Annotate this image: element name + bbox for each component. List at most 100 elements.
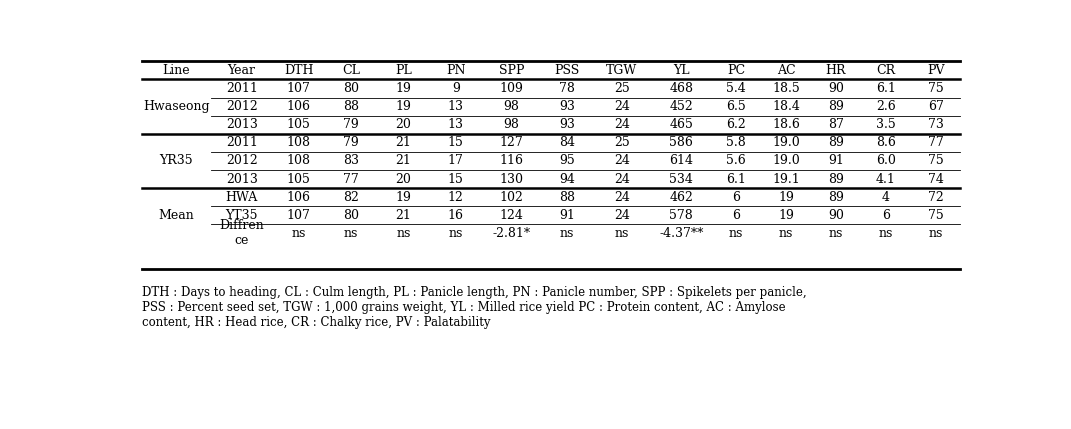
Text: 20: 20 <box>395 118 411 131</box>
Text: 77: 77 <box>343 172 359 185</box>
Text: 21: 21 <box>395 136 411 149</box>
Text: 84: 84 <box>559 136 575 149</box>
Text: ns: ns <box>729 227 743 240</box>
Text: PC: PC <box>727 64 745 77</box>
Text: 2013: 2013 <box>226 118 257 131</box>
Text: 4.1: 4.1 <box>876 172 896 185</box>
Text: 6: 6 <box>733 190 740 204</box>
Text: ns: ns <box>449 227 463 240</box>
Text: 6.1: 6.1 <box>876 82 896 95</box>
Text: HWA: HWA <box>226 190 258 204</box>
Text: 4: 4 <box>883 190 890 204</box>
Text: 2011: 2011 <box>226 82 257 95</box>
Text: 19: 19 <box>395 100 411 113</box>
Text: 12: 12 <box>448 190 464 204</box>
Text: 80: 80 <box>343 209 359 222</box>
Text: 74: 74 <box>927 172 944 185</box>
Text: CL: CL <box>342 64 360 77</box>
Text: 19: 19 <box>779 190 794 204</box>
Text: 89: 89 <box>828 172 844 185</box>
Text: YT35: YT35 <box>225 209 258 222</box>
Text: 21: 21 <box>395 154 411 167</box>
Text: 452: 452 <box>669 100 693 113</box>
Text: 5.8: 5.8 <box>726 136 746 149</box>
Text: 8.6: 8.6 <box>876 136 896 149</box>
Text: 2.6: 2.6 <box>876 100 895 113</box>
Text: 578: 578 <box>669 209 693 222</box>
Text: DTH: DTH <box>284 64 314 77</box>
Text: 586: 586 <box>669 136 693 149</box>
Text: 6.1: 6.1 <box>726 172 746 185</box>
Text: Line: Line <box>163 64 191 77</box>
Text: 79: 79 <box>343 118 359 131</box>
Text: 15: 15 <box>448 172 464 185</box>
Text: 106: 106 <box>287 100 311 113</box>
Text: 83: 83 <box>343 154 359 167</box>
Text: 87: 87 <box>828 118 844 131</box>
Text: 13: 13 <box>448 100 464 113</box>
Text: 67: 67 <box>927 100 944 113</box>
Text: 75: 75 <box>929 154 944 167</box>
Text: 9: 9 <box>452 82 459 95</box>
Text: 6.0: 6.0 <box>876 154 896 167</box>
Text: 20: 20 <box>395 172 411 185</box>
Text: 25: 25 <box>614 136 630 149</box>
Text: 106: 106 <box>287 190 311 204</box>
Text: 18.6: 18.6 <box>772 118 800 131</box>
Text: ns: ns <box>615 227 629 240</box>
Text: 24: 24 <box>614 209 630 222</box>
Text: ns: ns <box>291 227 306 240</box>
Text: 116: 116 <box>499 154 524 167</box>
Text: ns: ns <box>396 227 410 240</box>
Text: ns: ns <box>879 227 893 240</box>
Text: -4.37**: -4.37** <box>659 227 704 240</box>
Text: Year: Year <box>228 64 256 77</box>
Text: 16: 16 <box>448 209 464 222</box>
Text: 91: 91 <box>559 209 575 222</box>
Text: 98: 98 <box>503 100 519 113</box>
Text: 5.6: 5.6 <box>726 154 746 167</box>
Text: 24: 24 <box>614 172 630 185</box>
Text: 73: 73 <box>927 118 944 131</box>
Text: Mean: Mean <box>159 209 194 222</box>
Text: 109: 109 <box>499 82 524 95</box>
Text: 77: 77 <box>929 136 944 149</box>
Text: 95: 95 <box>559 154 575 167</box>
Text: 19.0: 19.0 <box>772 136 800 149</box>
Text: 25: 25 <box>614 82 630 95</box>
Text: 468: 468 <box>669 82 693 95</box>
Text: 80: 80 <box>343 82 359 95</box>
Text: 94: 94 <box>559 172 575 185</box>
Text: 98: 98 <box>503 118 519 131</box>
Text: Hwaseong: Hwaseong <box>144 100 210 113</box>
Text: 19.1: 19.1 <box>772 172 800 185</box>
Text: 18.4: 18.4 <box>772 100 800 113</box>
Text: 6: 6 <box>733 209 740 222</box>
Text: 614: 614 <box>669 154 693 167</box>
Text: 2011: 2011 <box>226 136 257 149</box>
Text: 19: 19 <box>779 209 794 222</box>
Text: 88: 88 <box>343 100 359 113</box>
Text: 108: 108 <box>287 136 311 149</box>
Text: ns: ns <box>344 227 359 240</box>
Text: 75: 75 <box>929 82 944 95</box>
Text: HR: HR <box>826 64 846 77</box>
Text: -2.81*: -2.81* <box>493 227 530 240</box>
Text: 79: 79 <box>343 136 359 149</box>
Text: 127: 127 <box>499 136 524 149</box>
Text: 5.4: 5.4 <box>726 82 746 95</box>
Text: PL: PL <box>395 64 412 77</box>
Text: 13: 13 <box>448 118 464 131</box>
Text: 108: 108 <box>287 154 311 167</box>
Text: 6: 6 <box>883 209 890 222</box>
Text: ns: ns <box>929 227 944 240</box>
Text: 78: 78 <box>559 82 575 95</box>
Text: 82: 82 <box>343 190 359 204</box>
Text: 6.5: 6.5 <box>726 100 746 113</box>
Text: PV: PV <box>927 64 945 77</box>
Text: 17: 17 <box>448 154 464 167</box>
Text: 105: 105 <box>287 118 311 131</box>
Text: 6.2: 6.2 <box>726 118 746 131</box>
Text: 130: 130 <box>499 172 524 185</box>
Text: 15: 15 <box>448 136 464 149</box>
